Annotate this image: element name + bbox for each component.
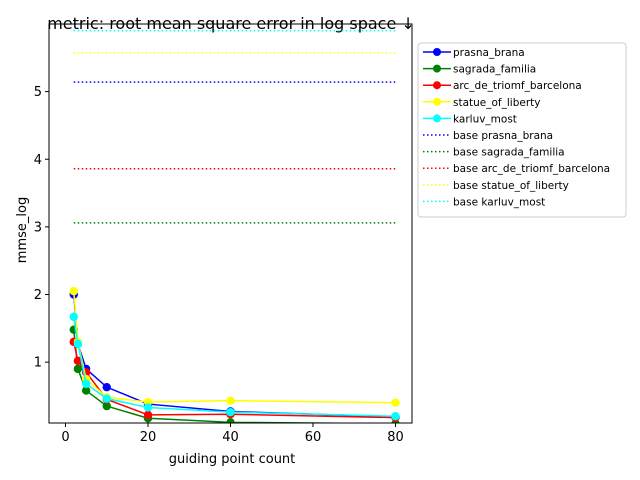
line-statue-of-liberty bbox=[73, 291, 396, 404]
y-tick-label: 3 bbox=[34, 220, 42, 235]
point-sagrada-familia bbox=[81, 386, 91, 395]
legend-label: arc_de_triomf_barcelona bbox=[453, 80, 582, 92]
point-karluv-most bbox=[226, 407, 235, 417]
x-tick-label: 40 bbox=[222, 430, 239, 445]
point-karluv-most bbox=[143, 403, 153, 412]
legend-label: base arc_de_triomf_barcelona bbox=[453, 163, 610, 175]
point-sagrada-familia bbox=[102, 401, 111, 411]
axis-ticks: 0 20 40 60 80 1 2 3 4 5 bbox=[34, 85, 404, 445]
point-karluv-most bbox=[73, 339, 83, 349]
legend-entry-sagrada-familia: sagrada_familia bbox=[423, 64, 536, 76]
legend-entry-arc-de-triomf-barcelona: arc_de_triomf_barcelona bbox=[423, 80, 582, 92]
legend-entry-base-arc-de-triomf-barcelona: base arc_de_triomf_barcelona bbox=[423, 163, 610, 175]
point-karluv-most bbox=[102, 394, 111, 403]
series-statue-of-liberty bbox=[69, 286, 400, 407]
legend: prasna_brana sagrada_familia arc_de_triomf… bbox=[417, 42, 627, 218]
legend-marker bbox=[433, 81, 441, 90]
point-statue-of-liberty bbox=[391, 398, 400, 407]
legend-marker bbox=[433, 48, 441, 56]
x-tick-label: 60 bbox=[305, 430, 322, 445]
series-karluv-most bbox=[69, 312, 400, 421]
legend-marker bbox=[433, 114, 441, 123]
line-arc-de-triomf-barcelona bbox=[73, 341, 396, 419]
point-karluv-most bbox=[69, 312, 78, 322]
legend-marker bbox=[433, 64, 441, 73]
point-sagrada-familia bbox=[73, 364, 83, 374]
point-sagrada-familia bbox=[226, 418, 235, 423]
legend-marker bbox=[433, 97, 441, 106]
point-prasna-brana bbox=[102, 382, 111, 392]
y-tick-label: 2 bbox=[34, 288, 42, 303]
point-statue-of-liberty bbox=[69, 286, 78, 296]
y-tick-label: 1 bbox=[34, 356, 42, 371]
x-tick-label: 0 bbox=[61, 430, 69, 445]
legend-box bbox=[417, 42, 627, 218]
plot-area bbox=[69, 30, 400, 423]
y-tick-label: 5 bbox=[34, 85, 42, 100]
line-sagrada-familia bbox=[73, 329, 396, 423]
x-axis-label: guiding point count bbox=[169, 452, 296, 467]
x-tick-label: 80 bbox=[387, 430, 404, 445]
y-tick-label: 4 bbox=[34, 153, 42, 168]
legend-label: statue_of_liberty bbox=[453, 97, 540, 109]
legend-label: prasna_brana bbox=[453, 47, 525, 59]
legend-entry-prasna-brana: prasna_brana bbox=[423, 47, 525, 59]
legend-entry-karluv-most: karluv_most bbox=[423, 113, 517, 125]
legend-label: karluv_most bbox=[453, 113, 517, 125]
legend-label: base karluv_most bbox=[453, 196, 545, 208]
point-statue-of-liberty bbox=[226, 396, 235, 405]
y-axis-label: mmse_log bbox=[15, 197, 30, 263]
legend-label: base statue_of_liberty bbox=[453, 180, 569, 192]
legend-entry-statue-of-liberty: statue_of_liberty bbox=[423, 97, 540, 109]
legend-entry-base-karluv-most: base karluv_most bbox=[423, 196, 545, 208]
legend-label: base sagrada_familia bbox=[453, 147, 565, 159]
point-arc-de-triomf-barcelona bbox=[143, 410, 153, 420]
point-arc-de-triomf-barcelona bbox=[73, 356, 83, 365]
legend-entry-base-statue-of-liberty: base statue_of_liberty bbox=[423, 180, 569, 192]
legend-label: sagrada_familia bbox=[453, 64, 536, 76]
legend-entry-base-prasna-brana: base prasna_brana bbox=[423, 130, 553, 142]
x-tick-label: 20 bbox=[140, 430, 157, 445]
legend-entry-base-sagrada-familia: base sagrada_familia bbox=[423, 147, 565, 159]
legend-label: base prasna_brana bbox=[453, 130, 553, 142]
point-karluv-most bbox=[391, 412, 400, 421]
point-karluv-most bbox=[81, 379, 91, 388]
